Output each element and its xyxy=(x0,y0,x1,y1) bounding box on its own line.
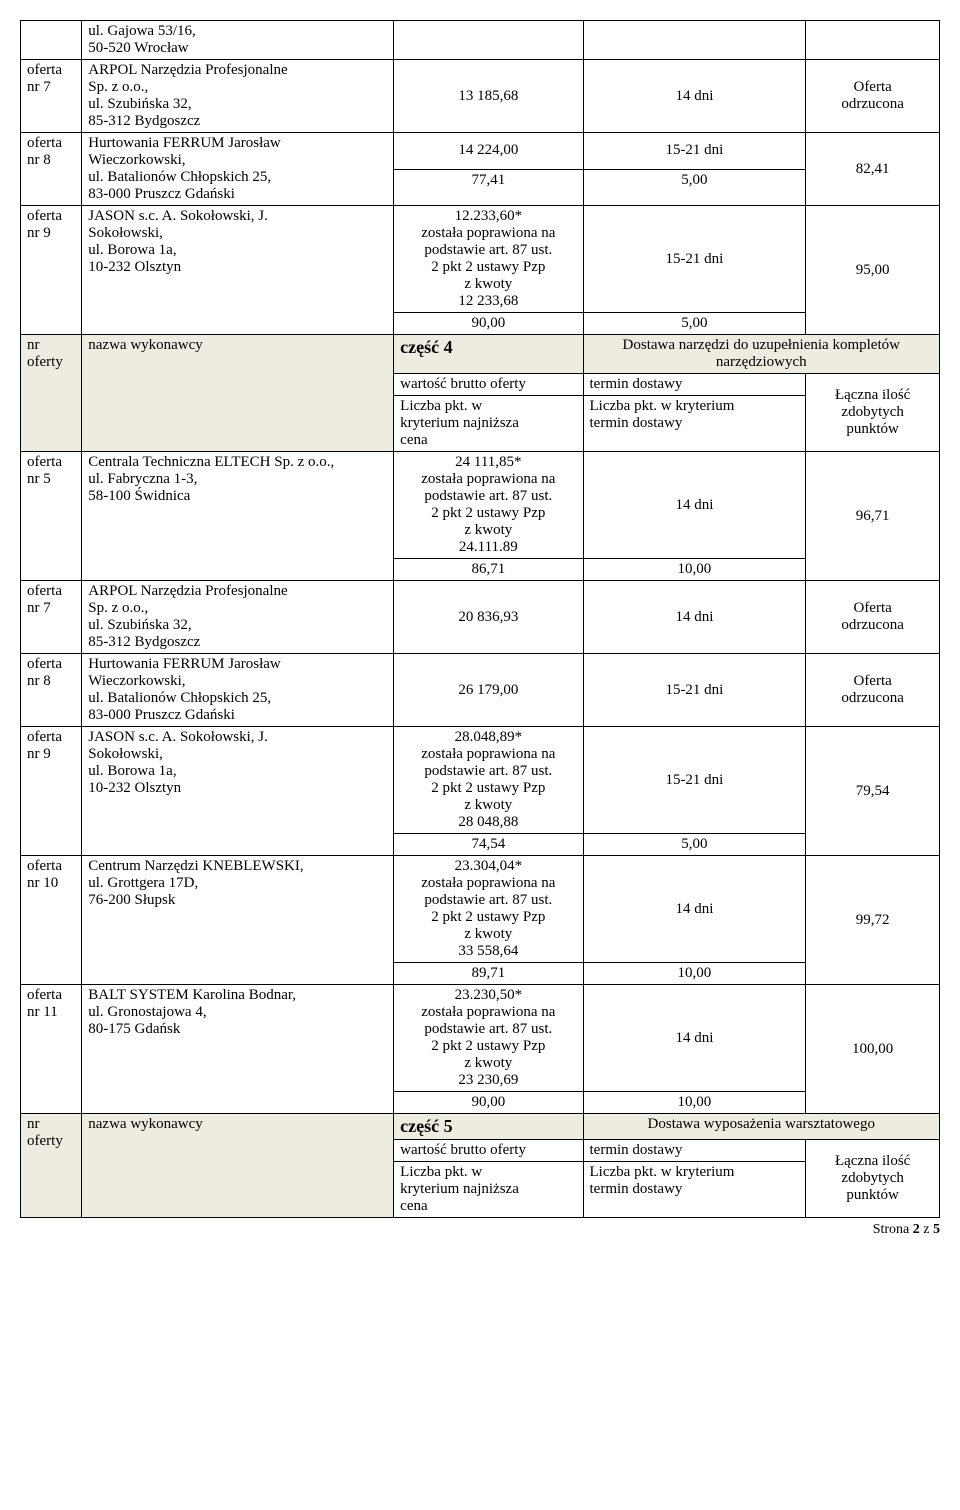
offer-id xyxy=(21,21,82,60)
offer-value: 20 836,93 xyxy=(394,581,583,654)
offer-id: ofertanr 5 xyxy=(21,452,82,581)
hdr-desc: Dostawa wyposażenia warsztatowego xyxy=(583,1114,939,1140)
subhdr-term: termin dostawy xyxy=(583,374,806,396)
offer-id: ofertanr 11 xyxy=(21,985,82,1114)
offer-points: 100,00 xyxy=(806,985,940,1114)
footer-total: 5 xyxy=(933,1222,940,1237)
offer-id: ofertanr 9 xyxy=(21,206,82,335)
offer-id: ofertanr 7 xyxy=(21,60,82,133)
offer-points: 79,54 xyxy=(806,727,940,856)
hdr-id: nroferty xyxy=(21,1114,82,1218)
offer-name: JASON s.c. A. Sokołowski, J.Sokołowski,u… xyxy=(82,727,394,856)
offer-value-score: 90,00 xyxy=(394,1092,583,1114)
offer-term: 14 dni xyxy=(583,60,806,133)
footer-page: 2 xyxy=(913,1222,920,1237)
subhdr-value-criteria: Liczba pkt. wkryterium najniższacena xyxy=(394,1162,583,1218)
offer-id: ofertanr 10 xyxy=(21,856,82,985)
subhdr-points: Łączna ilośćzdobytychpunktów xyxy=(806,1140,940,1218)
offer-term: 15-21 dni xyxy=(583,206,806,313)
offer-value xyxy=(394,21,583,60)
offer-points: 99,72 xyxy=(806,856,940,985)
subhdr-term-criteria: Liczba pkt. w kryteriumtermin dostawy xyxy=(583,1162,806,1218)
offer-term: 15-21 dni xyxy=(583,727,806,834)
subhdr-points: Łączna ilośćzdobytychpunktów xyxy=(806,374,940,452)
offer-value: 28.048,89*została poprawiona napodstawie… xyxy=(394,727,583,834)
offer-name: ARPOL Narzędzia ProfesjonalneSp. z o.o.,… xyxy=(82,581,394,654)
offer-term-score: 5,00 xyxy=(583,834,806,856)
offer-name: Hurtowania FERRUM JarosławWieczorkowski,… xyxy=(82,133,394,206)
offer-value: 26 179,00 xyxy=(394,654,583,727)
offer-value: 14 224,00 xyxy=(394,133,583,170)
offer-points: Ofertaodrzucona xyxy=(806,654,940,727)
subhdr-value: wartość brutto oferty xyxy=(394,1140,583,1162)
offer-points: 96,71 xyxy=(806,452,940,581)
subhdr-term-criteria: Liczba pkt. w kryteriumtermin dostawy xyxy=(583,396,806,452)
hdr-id: nroferty xyxy=(21,335,82,452)
offer-value-score: 89,71 xyxy=(394,963,583,985)
offer-value-score: 77,41 xyxy=(394,169,583,206)
hdr-part: część 5 xyxy=(394,1114,583,1140)
offer-value: 23.230,50*została poprawiona napodstawie… xyxy=(394,985,583,1092)
offer-value: 13 185,68 xyxy=(394,60,583,133)
offer-points: 82,41 xyxy=(806,133,940,206)
offer-id: ofertanr 8 xyxy=(21,654,82,727)
offer-term: 14 dni xyxy=(583,985,806,1092)
offer-points: Ofertaodrzucona xyxy=(806,581,940,654)
offer-value: 23.304,04*została poprawiona napodstawie… xyxy=(394,856,583,963)
offer-points: Ofertaodrzucona xyxy=(806,60,940,133)
offer-term: 14 dni xyxy=(583,856,806,963)
offer-points xyxy=(806,21,940,60)
offer-value-score: 86,71 xyxy=(394,559,583,581)
offer-term-score: 10,00 xyxy=(583,559,806,581)
offer-name: JASON s.c. A. Sokołowski, J.Sokołowski,u… xyxy=(82,206,394,335)
offer-term: 14 dni xyxy=(583,581,806,654)
offer-id: ofertanr 9 xyxy=(21,727,82,856)
subhdr-term: termin dostawy xyxy=(583,1140,806,1162)
offer-value-score: 74,54 xyxy=(394,834,583,856)
offer-id: ofertanr 8 xyxy=(21,133,82,206)
offer-name: ARPOL Narzędzia ProfesjonalneSp. z o.o.,… xyxy=(82,60,394,133)
offer-value: 12.233,60*została poprawiona napodstawie… xyxy=(394,206,583,313)
offer-term: 15-21 dni xyxy=(583,133,806,170)
offers-table: ul. Gajowa 53/16,50-520 Wrocławofertanr … xyxy=(20,20,940,1218)
offer-name: ul. Gajowa 53/16,50-520 Wrocław xyxy=(82,21,394,60)
offer-term-score: 10,00 xyxy=(583,963,806,985)
hdr-part: część 4 xyxy=(394,335,583,374)
footer-of: z xyxy=(920,1222,933,1237)
offer-name: BALT SYSTEM Karolina Bodnar,ul. Gronosta… xyxy=(82,985,394,1114)
hdr-name: nazwa wykonawcy xyxy=(82,1114,394,1218)
offer-term: 14 dni xyxy=(583,452,806,559)
subhdr-value: wartość brutto oferty xyxy=(394,374,583,396)
offer-points: 95,00 xyxy=(806,206,940,335)
offer-term-score: 5,00 xyxy=(583,313,806,335)
subhdr-value-criteria: Liczba pkt. wkryterium najniższacena xyxy=(394,396,583,452)
hdr-name: nazwa wykonawcy xyxy=(82,335,394,452)
offer-term: 15-21 dni xyxy=(583,654,806,727)
offer-name: Centrum Narzędzi KNEBLEWSKI,ul. Grottger… xyxy=(82,856,394,985)
footer-prefix: Strona xyxy=(873,1222,913,1237)
hdr-desc: Dostawa narzędzi do uzupełnienia komplet… xyxy=(583,335,939,374)
offer-term-score: 10,00 xyxy=(583,1092,806,1114)
offer-value: 24 111,85*została poprawiona napodstawie… xyxy=(394,452,583,559)
page-footer: Strona 2 z 5 xyxy=(20,1222,940,1238)
offer-term-score: 5,00 xyxy=(583,169,806,206)
offer-name: Centrala Techniczna ELTECH Sp. z o.o.,ul… xyxy=(82,452,394,581)
offer-id: ofertanr 7 xyxy=(21,581,82,654)
offer-value-score: 90,00 xyxy=(394,313,583,335)
offer-term xyxy=(583,21,806,60)
offer-name: Hurtowania FERRUM JarosławWieczorkowski,… xyxy=(82,654,394,727)
